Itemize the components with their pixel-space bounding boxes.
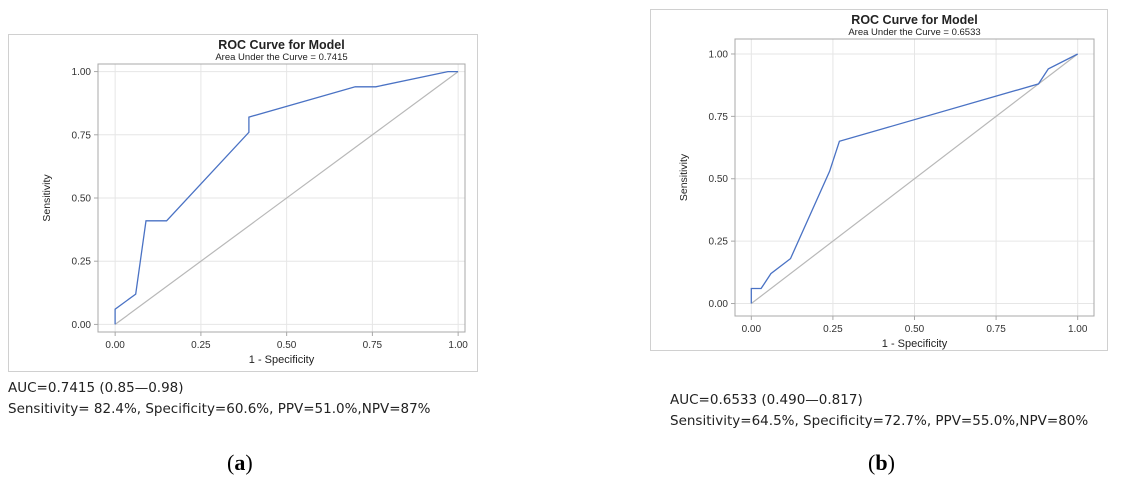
x-axis-label-b: 1 - Specificity: [882, 338, 948, 350]
plot-frame-b: [734, 38, 1095, 317]
y-axis-label-a: Sensitivity: [41, 174, 53, 222]
metrics-text-b: Sensitivity=64.5%, Specificity=72.7%, PP…: [670, 413, 1089, 429]
y-tick-label-a-2: 0.50: [72, 194, 92, 205]
roc-curve-line-a: [114, 70, 459, 325]
y-tick-label-a-1: 0.25: [72, 257, 92, 268]
plot-frame-a: [97, 63, 466, 333]
roc-chart-b-panel: ROC Curve for Model Area Under the Curve …: [650, 9, 1108, 351]
y-axis-label-b: Sensitivity: [678, 153, 690, 201]
x-tick-label-a-3: 0.75: [363, 340, 383, 351]
stats-a: AUC=0.7415 (0.85—0.98) Sensitivity= 82.4…: [8, 378, 431, 420]
metrics-text-a: Sensitivity= 82.4%, Specificity=60.6%, P…: [8, 401, 431, 417]
y-tick-label-a-4: 1.00: [72, 67, 92, 78]
chart-subtitle-a: Area Under the Curve = 0.7415: [215, 52, 347, 63]
y-tick-label-a-0: 0.00: [72, 320, 92, 331]
y-tick-label-b-3: 0.75: [709, 112, 729, 123]
x-tick-label-b-1: 0.25: [823, 324, 843, 335]
caption-label-b: b: [875, 450, 888, 475]
x-tick-label-a-4: 1.00: [448, 340, 468, 351]
roc-curve-line-b: [750, 53, 1078, 304]
x-tick-label-b-2: 0.50: [905, 324, 925, 335]
y-tick-label-a-3: 0.75: [72, 130, 92, 141]
chart-title-b: ROC Curve for Model: [851, 13, 977, 27]
y-tick-label-b-1: 0.25: [709, 237, 729, 248]
x-tick-label-b-4: 1.00: [1068, 324, 1088, 335]
x-tick-label-a-0: 0.00: [105, 340, 125, 351]
stats-b: AUC=0.6533 (0.490—0.817) Sensitivity=64.…: [670, 390, 1088, 432]
x-tick-label-b-3: 0.75: [986, 324, 1006, 335]
reference-diagonal-a: [114, 71, 459, 325]
y-tick-label-b-2: 0.50: [709, 174, 729, 185]
x-axis-label-a: 1 - Specificity: [249, 354, 315, 366]
caption-a: (a): [227, 450, 253, 475]
caption-b: (b): [868, 450, 895, 475]
chart-subtitle-b: Area Under the Curve = 0.6533: [848, 27, 980, 38]
x-tick-label-a-1: 0.25: [191, 340, 211, 351]
x-tick-label-a-2: 0.50: [277, 340, 297, 351]
roc-chart-a-panel: ROC Curve for Model Area Under the Curve …: [8, 34, 478, 372]
x-tick-label-b-0: 0.00: [742, 324, 762, 335]
auc-text-b: AUC=0.6533 (0.490—0.817): [670, 392, 863, 408]
auc-text-a: AUC=0.7415 (0.85—0.98): [8, 380, 184, 396]
reference-diagonal-b: [750, 53, 1079, 304]
chart-title-a: ROC Curve for Model: [218, 38, 344, 52]
caption-label-a: a: [234, 450, 246, 475]
y-tick-label-b-0: 0.00: [709, 299, 729, 310]
y-tick-label-b-4: 1.00: [709, 49, 729, 60]
